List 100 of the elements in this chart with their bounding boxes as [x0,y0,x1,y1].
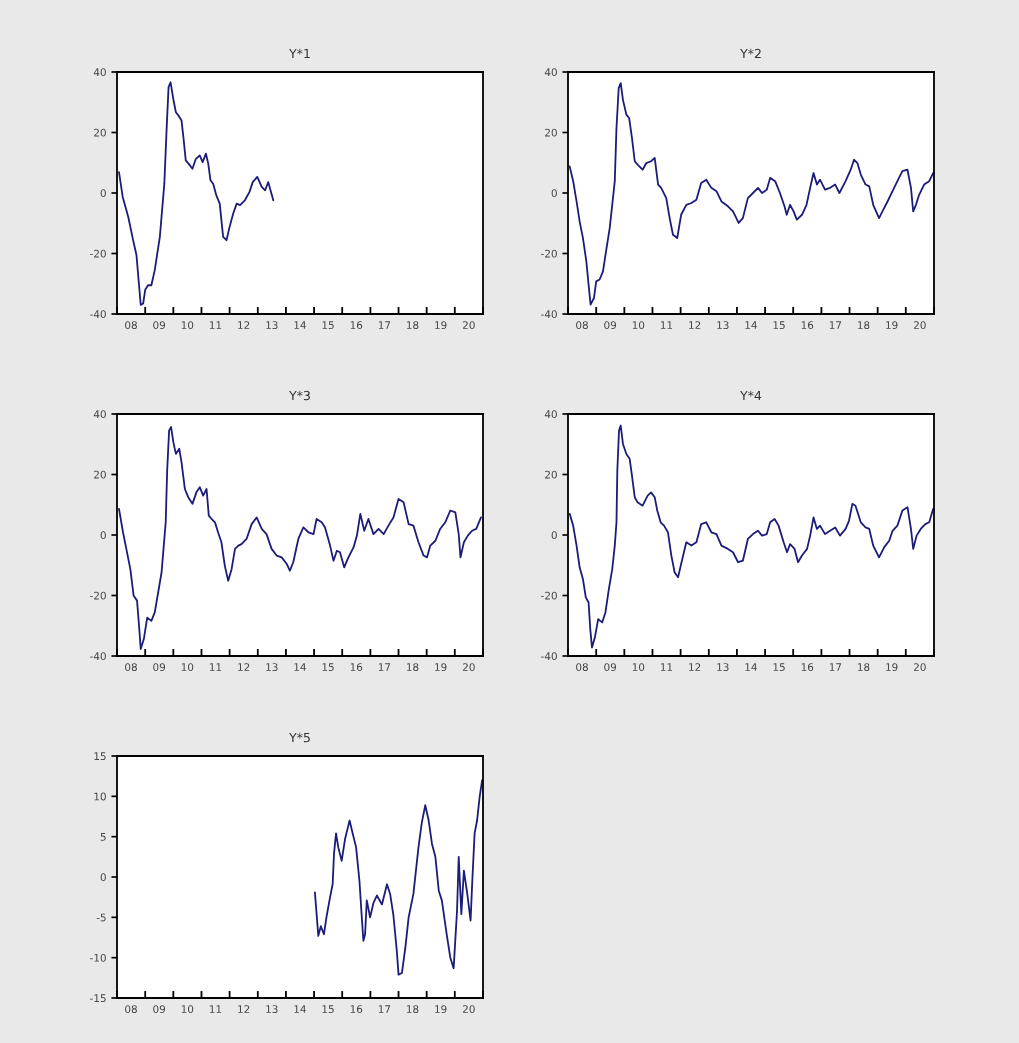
x-tick-label: 12 [689,321,701,329]
x-tick-label: 19 [886,321,898,330]
y-tick-label: -20 [541,249,557,258]
x-tick-label: 16 [350,663,363,672]
y-tick-label: 20 [545,470,557,479]
y-tick-label: 0 [100,873,106,882]
y-tick-label: 10 [94,792,106,801]
x-tick-label: 18 [858,663,870,672]
x-tick-label: 08 [125,321,137,330]
line-series [118,81,275,306]
x-tick-label: 16 [801,321,814,330]
chart-title: Y*4 [740,390,762,401]
x-tick-label: 18 [407,1005,419,1014]
y-tick-label: -15 [90,994,106,1003]
x-tick-label: 14 [294,321,306,329]
y-tick-label: -20 [541,591,557,600]
x-tick-label: 08 [125,1005,137,1014]
y-tick-label: 15 [94,752,106,761]
x-tick-label: 11 [209,321,222,329]
chart-title: Y*3 [289,390,310,401]
x-tick-label: 09 [604,321,617,330]
chart-title: Y*2 [740,48,761,59]
x-tick-label: 17 [378,321,391,329]
x-tick-label: 15 [773,321,785,330]
x-tick-label: 09 [153,1005,166,1014]
y-tick-label: -40 [541,652,557,661]
x-tick-label: 13 [266,321,278,330]
x-tick-label: 16 [801,663,814,672]
x-tick-label: 12 [238,663,250,671]
x-tick-label: 08 [576,321,588,330]
x-tick-label: 15 [322,321,334,330]
y-tick-label: -20 [90,249,106,258]
y-tick-label: 40 [93,68,106,77]
y-tick-label: 0 [100,189,106,198]
chart-title: Y*1 [289,48,310,59]
y-tick-label: -40 [90,310,106,319]
y-tick-label: 0 [551,531,557,540]
x-tick-label: 11 [660,663,673,671]
x-tick-label: 09 [153,321,166,330]
x-tick-label: 09 [604,663,617,672]
x-tick-label: 16 [350,1005,363,1014]
y-tick-label: -5 [96,913,106,922]
line-series [314,779,483,976]
x-tick-label: 14 [294,663,306,671]
y-tick-label: 40 [93,410,106,419]
x-tick-label: 18 [858,321,870,330]
x-tick-label: 20 [462,1005,475,1014]
x-tick-label: 18 [407,663,419,672]
x-tick-label: 19 [886,663,898,672]
x-tick-label: 17 [378,663,391,671]
y-tick-label: 40 [544,68,557,77]
x-tick-label: 17 [378,1005,391,1013]
x-tick-label: 13 [266,663,278,672]
x-tick-label: 20 [913,321,926,330]
x-tick-label: 19 [435,1005,447,1014]
x-tick-label: 13 [717,663,729,672]
x-tick-label: 19 [435,663,447,672]
x-tick-label: 12 [238,321,250,329]
x-tick-label: 08 [576,663,588,672]
y-tick-label: 20 [94,128,106,137]
y-tick-label: 20 [94,470,106,479]
x-tick-label: 10 [181,321,194,330]
x-tick-label: 11 [209,1005,222,1013]
x-tick-label: 15 [773,663,785,672]
x-tick-label: 20 [913,663,926,672]
x-tick-label: 10 [181,663,194,672]
x-tick-label: 19 [435,321,447,330]
x-tick-label: 11 [209,663,222,671]
y-tick-label: -20 [90,591,106,600]
x-tick-label: 10 [632,321,645,330]
x-tick-label: 11 [660,321,673,329]
x-tick-label: 14 [745,663,757,671]
x-tick-label: 15 [322,1005,334,1014]
x-tick-label: 12 [238,1005,250,1013]
y-tick-label: 0 [551,189,557,198]
y-tick-label: 5 [100,833,106,841]
y-tick-label: -10 [90,953,106,962]
y-tick-label: 40 [544,410,557,419]
y-tick-label: -40 [90,652,106,661]
y-tick-label: 0 [100,531,106,540]
x-tick-label: 14 [745,321,757,329]
x-tick-label: 15 [322,663,334,672]
x-tick-label: 20 [462,321,475,330]
line-series [568,82,934,306]
x-tick-label: 10 [181,1005,194,1014]
x-tick-label: 16 [350,321,363,330]
x-tick-label: 18 [407,321,419,330]
x-tick-label: 14 [294,1005,306,1013]
x-tick-label: 08 [125,663,137,672]
x-tick-label: 20 [462,663,475,672]
x-tick-label: 13 [717,321,729,330]
line-series [568,424,934,649]
y-tick-label: -40 [541,310,557,319]
x-tick-label: 12 [689,663,701,671]
x-tick-label: 17 [829,321,842,329]
x-tick-label: 10 [632,663,645,672]
x-tick-label: 13 [266,1005,278,1014]
y-tick-label: 20 [545,128,557,137]
line-series [118,426,482,650]
x-tick-label: 17 [829,663,842,671]
